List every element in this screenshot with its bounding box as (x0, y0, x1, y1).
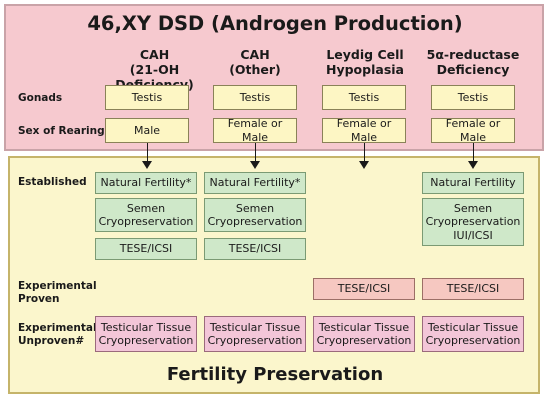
row-label-line: Experimental (18, 280, 97, 292)
row-label-experimental-unproven: Experimental Unproven# (18, 322, 97, 348)
row-label-experimental-proven: Experimental Proven (18, 280, 97, 306)
box-line: Cryopreservation (98, 334, 194, 347)
gonads-box: Testis (322, 85, 406, 110)
diagram-title: 46,XY DSD (Androgen Production) (87, 12, 463, 35)
arrow-shaft (146, 143, 148, 163)
arrow-down-icon (359, 161, 369, 169)
box-line: Semen (235, 201, 275, 215)
arrow-down-icon (142, 161, 152, 169)
column-header-line: Leydig Cell (326, 47, 404, 62)
sex-of-rearing-box: Female or Male (213, 117, 297, 144)
arrow-down-icon (468, 161, 478, 169)
arrow-shaft (363, 143, 365, 163)
gonads-box: Testis (431, 85, 515, 110)
arrow-shaft (254, 143, 256, 163)
column-header-line: Hypoplasia (326, 62, 404, 77)
box-line: Semen (126, 201, 166, 215)
tese-icsi-experimental-box: TESE/ICSI (313, 278, 415, 300)
row-label-line: Experimental (18, 322, 97, 334)
sex-of-rearing-box: Male (105, 118, 189, 143)
gonads-box: Testis (105, 85, 189, 110)
box-line: Testicular Tissue (318, 320, 410, 334)
box-line: Cryopreservation (207, 334, 303, 347)
row-label-established: Established (18, 176, 87, 188)
box-line: Testicular Tissue (100, 320, 192, 334)
testicular-tissue-cryo-box: Testicular Tissue Cryopreservation (204, 316, 306, 352)
column-header-line: Deficiency (436, 62, 510, 77)
column-header-cah-other: CAH (Other) (205, 47, 305, 77)
column-header-leydig: Leydig Cell Hypoplasia (315, 47, 415, 77)
box-line: Testicular Tissue (427, 320, 519, 334)
arrow-down-icon (250, 161, 260, 169)
semen-cryopreservation-iui-box: Semen Cryopreservation IUI/ICSI (422, 198, 524, 246)
natural-fertility-box: Natural Fertility (422, 172, 524, 194)
box-line: Cryopreservation (316, 334, 412, 347)
column-header-line: CAH (240, 47, 270, 62)
natural-fertility-box: Natural Fertility* (204, 172, 306, 194)
tese-icsi-box: TESE/ICSI (95, 238, 197, 260)
arrow-shaft (472, 143, 474, 163)
box-line: Cryopreservation (207, 215, 303, 228)
row-label-line: Proven (18, 293, 60, 305)
box-line: Testicular Tissue (209, 320, 301, 334)
box-line: IUI/ICSI (453, 228, 493, 242)
footer-title: Fertility Preservation (166, 364, 384, 385)
semen-cryopreservation-box: Semen Cryopreservation (204, 198, 306, 232)
sex-of-rearing-box: Female or Male (431, 117, 515, 144)
column-header-line: 5α-reductase (426, 47, 520, 62)
row-label-gonads: Gonads (18, 92, 63, 104)
box-line: Semen (453, 201, 493, 215)
column-header-5a-reductase: 5α-reductase Deficiency (423, 47, 523, 77)
column-header-line: CAH (139, 47, 170, 62)
sex-of-rearing-box: Female or Male (322, 117, 406, 144)
tese-icsi-box: TESE/ICSI (204, 238, 306, 260)
row-label-sex-of-rearing: Sex of Rearing (18, 125, 105, 137)
box-line: Cryopreservation (98, 215, 194, 228)
semen-cryopreservation-box: Semen Cryopreservation (95, 198, 197, 232)
tese-icsi-experimental-box: TESE/ICSI (422, 278, 524, 300)
fertility-preservation-section (8, 156, 540, 394)
gonads-box: Testis (213, 85, 297, 110)
column-header-line: (Other) (229, 62, 281, 77)
testicular-tissue-cryo-box: Testicular Tissue Cryopreservation (95, 316, 197, 352)
testicular-tissue-cryo-box: Testicular Tissue Cryopreservation (313, 316, 415, 352)
testicular-tissue-cryo-box: Testicular Tissue Cryopreservation (422, 316, 524, 352)
box-line: Cryopreservation (425, 215, 521, 229)
row-label-line: Unproven# (18, 335, 85, 347)
natural-fertility-box: Natural Fertility* (95, 172, 197, 194)
box-line: Cryopreservation (425, 334, 521, 347)
